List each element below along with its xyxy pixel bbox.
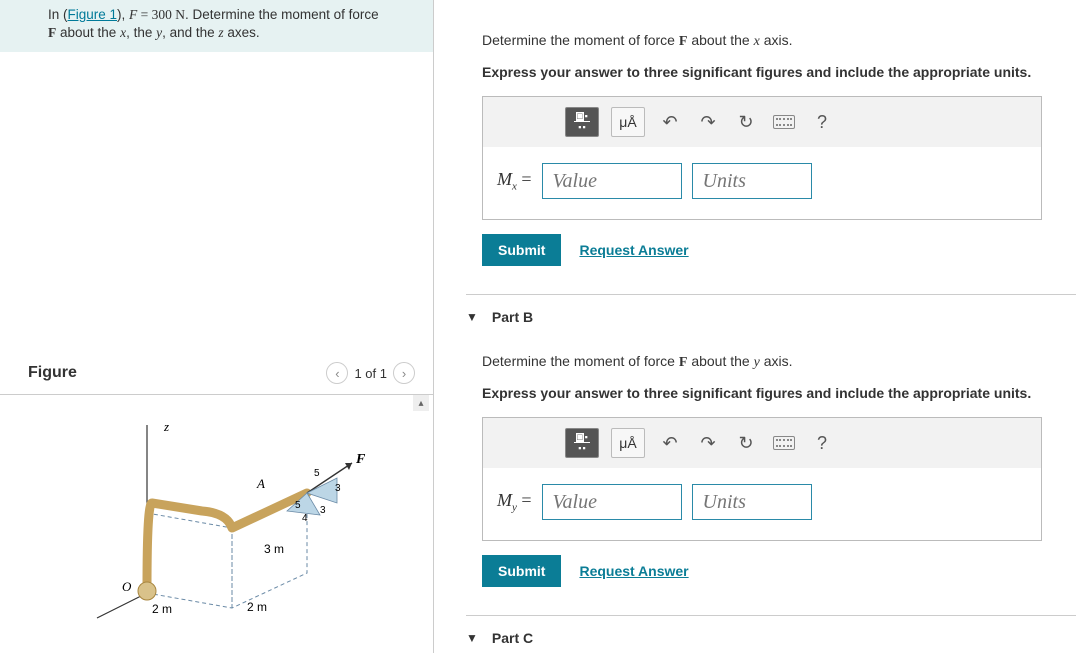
scroll-up-button[interactable]: ▴ xyxy=(413,395,429,411)
symbols-button[interactable]: μÅ xyxy=(611,428,645,458)
part-b-title: Part B xyxy=(492,309,533,325)
figure-link[interactable]: Figure 1 xyxy=(68,7,118,22)
problem-statement: In (Figure 1), F = 300 N. Determine the … xyxy=(0,0,433,52)
undo-icon[interactable]: ↶ xyxy=(657,109,683,135)
symbols-button[interactable]: μÅ xyxy=(611,107,645,137)
text: , and the xyxy=(162,25,218,40)
part-a-instruction: Determine the moment of force F about th… xyxy=(482,32,1076,50)
part-b-value-input[interactable] xyxy=(542,484,682,520)
reset-icon[interactable]: ↻ xyxy=(733,109,759,135)
figure-page-indicator: 1 of 1 xyxy=(354,366,387,381)
help-icon[interactable]: ? xyxy=(809,430,835,456)
redo-icon[interactable]: ↷ xyxy=(695,430,721,456)
figure-prev-button[interactable]: ‹ xyxy=(326,362,348,384)
svg-text:3: 3 xyxy=(320,505,326,516)
caret-down-icon: ▼ xyxy=(466,631,478,645)
part-a-sigfig: Express your answer to three significant… xyxy=(482,64,1076,80)
svg-text:2 m: 2 m xyxy=(247,600,267,614)
text: . Determine the moment of force xyxy=(185,7,379,22)
svg-text:3 m: 3 m xyxy=(264,542,284,556)
part-a-answer-box: □▪▪▪ μÅ ↶ ↷ ↻ ? Mx = xyxy=(482,96,1042,220)
help-icon[interactable]: ? xyxy=(809,109,835,135)
var-F-bold: F xyxy=(48,25,56,40)
part-b-sigfig: Express your answer to three significant… xyxy=(482,385,1076,401)
text: In ( xyxy=(48,7,68,22)
template-icon[interactable]: □▪▪▪ xyxy=(565,428,599,458)
part-a-body: Determine the moment of force F about th… xyxy=(482,32,1076,266)
part-b-units-input[interactable] xyxy=(692,484,812,520)
answer-toolbar: □▪▪▪ μÅ ↶ ↷ ↻ ? xyxy=(483,97,1041,147)
unit: N xyxy=(175,7,185,22)
part-c-title: Part C xyxy=(492,630,533,646)
svg-text:O: O xyxy=(122,579,132,594)
part-a-request-answer-link[interactable]: Request Answer xyxy=(579,242,688,258)
text: = 300 xyxy=(137,7,175,22)
redo-icon[interactable]: ↷ xyxy=(695,109,721,135)
text: ), xyxy=(117,7,129,22)
answer-toolbar: □▪▪▪ μÅ ↶ ↷ ↻ ? xyxy=(483,418,1041,468)
part-a-submit-button[interactable]: Submit xyxy=(482,234,561,266)
figure-panel: ▴ z x O A xyxy=(0,394,433,634)
svg-text:3: 3 xyxy=(335,483,341,494)
part-b-header[interactable]: ▼ Part B xyxy=(466,294,1076,339)
part-b-variable: My = xyxy=(497,490,532,514)
keyboard-icon[interactable] xyxy=(771,430,797,456)
text: axes. xyxy=(224,25,260,40)
svg-text:z: z xyxy=(163,419,169,434)
svg-text:5: 5 xyxy=(314,468,320,479)
reset-icon[interactable]: ↻ xyxy=(733,430,759,456)
svg-text:4: 4 xyxy=(302,513,308,524)
text: axis. xyxy=(760,32,793,48)
undo-icon[interactable]: ↶ xyxy=(657,430,683,456)
figure-diagram: z x O A F 3 m 2 m 2 m 5 3 5 4 3 xyxy=(52,413,382,623)
svg-text:x: x xyxy=(96,619,103,623)
caret-down-icon: ▼ xyxy=(466,310,478,324)
part-b-instruction: Determine the moment of force F about th… xyxy=(482,353,1076,371)
text: about the xyxy=(687,353,753,369)
part-a-variable: Mx = xyxy=(497,169,532,193)
text: about the xyxy=(687,32,753,48)
part-b-body: Determine the moment of force F about th… xyxy=(482,353,1076,587)
text: Determine the moment of force xyxy=(482,353,679,369)
part-a-value-input[interactable] xyxy=(542,163,682,199)
svg-text:2 m: 2 m xyxy=(152,602,172,616)
text: Determine the moment of force xyxy=(482,32,679,48)
left-pane: In (Figure 1), F = 300 N. Determine the … xyxy=(0,0,434,653)
figure-next-button[interactable]: › xyxy=(393,362,415,384)
part-b-request-answer-link[interactable]: Request Answer xyxy=(579,563,688,579)
svg-text:F: F xyxy=(355,452,366,467)
template-icon[interactable]: □▪▪▪ xyxy=(565,107,599,137)
text: axis. xyxy=(760,353,793,369)
part-c-header[interactable]: ▼ Part C xyxy=(466,615,1076,653)
text: , the xyxy=(126,25,156,40)
part-b-answer-box: □▪▪▪ μÅ ↶ ↷ ↻ ? My = xyxy=(482,417,1042,541)
right-pane: Determine the moment of force F about th… xyxy=(434,0,1076,653)
figure-title: Figure xyxy=(28,364,77,382)
svg-text:5: 5 xyxy=(295,500,301,511)
figure-pager: ‹ 1 of 1 › xyxy=(326,362,415,384)
part-b-submit-button[interactable]: Submit xyxy=(482,555,561,587)
part-a-units-input[interactable] xyxy=(692,163,812,199)
text: about the xyxy=(56,25,120,40)
svg-text:A: A xyxy=(256,476,265,491)
keyboard-icon[interactable] xyxy=(771,109,797,135)
